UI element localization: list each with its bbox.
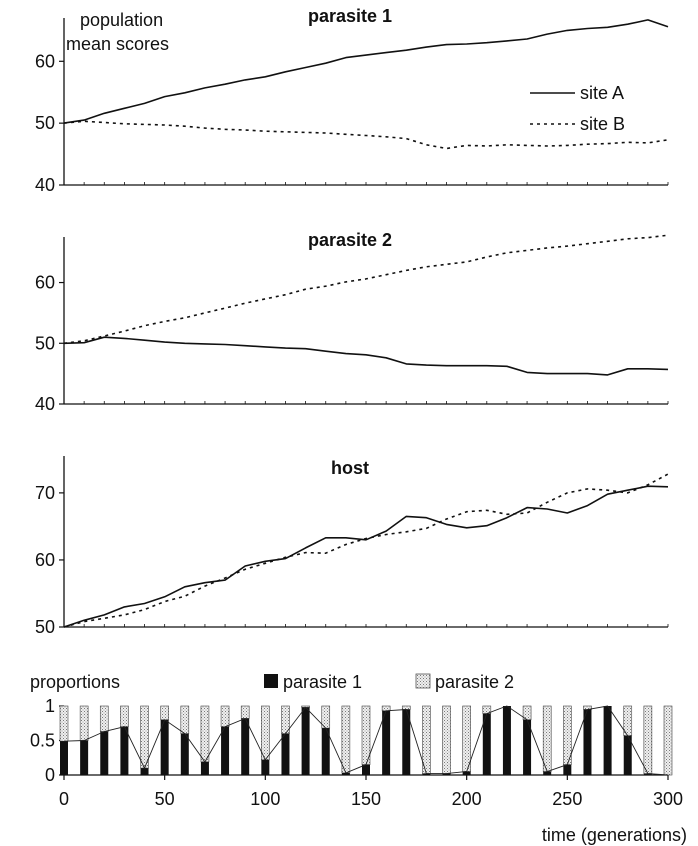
bar-parasite-2 (79, 705, 89, 741)
bar-parasite-1 (502, 706, 511, 775)
x-tick-label: 300 (653, 789, 683, 809)
series-line-site-a (63, 485, 669, 628)
bar-parasite-1 (382, 710, 391, 775)
series-line-site-a (63, 19, 669, 124)
bar-parasite-2 (442, 705, 451, 774)
bar-parasite-2 (140, 705, 149, 769)
bar-parasite-1 (603, 706, 612, 775)
ylabel-line-1: population (80, 10, 163, 30)
bar-parasite-1 (140, 768, 149, 775)
bar-parasite-1 (180, 733, 189, 775)
bar-parasite-2 (341, 705, 351, 774)
y-tick-label: 50 (35, 617, 55, 637)
bar-parasite-2 (462, 705, 471, 772)
x-tick-label: 100 (250, 789, 280, 809)
series-line-site-b (63, 473, 669, 628)
bar-parasite-2 (59, 705, 69, 742)
y-tick-label: 60 (35, 273, 55, 293)
legend-swatch-parasite-2 (415, 673, 431, 689)
parasite-1-panel: population mean scores parasite 1 site A… (35, 6, 669, 195)
proportion-line (63, 705, 669, 776)
bar-parasite-2 (401, 705, 411, 710)
bar-parasite-2 (180, 705, 190, 734)
y-tick-label: 0 (45, 765, 55, 785)
bar-parasite-2 (120, 705, 129, 728)
legend-label-parasite-2: parasite 2 (435, 672, 514, 692)
y-tick-label: 40 (35, 175, 55, 195)
bar-parasite-1 (482, 713, 491, 775)
x-tick-label: 250 (552, 789, 582, 809)
ylabel-line-2: mean scores (66, 34, 169, 54)
y-tick-label: 1 (45, 696, 55, 716)
bar-parasite-1 (442, 773, 451, 775)
bar-parasite-1 (643, 773, 652, 775)
bar-parasite-2 (220, 705, 230, 728)
bar-parasite-1 (281, 733, 290, 775)
panel-title: parasite 2 (308, 230, 392, 250)
y-tick-label: 0.5 (30, 731, 55, 751)
bar-parasite-1 (402, 709, 411, 775)
x-tick-label: 200 (452, 789, 482, 809)
legend-swatch-parasite-1 (264, 674, 278, 688)
legend-label-site-a: site A (580, 83, 624, 103)
bar-parasite-1 (543, 771, 552, 775)
legend: site A site B (530, 83, 625, 134)
bar-parasite-1 (80, 740, 89, 775)
bar-parasite-2 (542, 705, 552, 772)
bar-parasite-1 (100, 731, 109, 775)
y-tick-label: 70 (35, 483, 55, 503)
bar-parasite-1 (523, 719, 532, 775)
xlabel: time (generations) (542, 825, 687, 845)
y-tick-label: 60 (35, 550, 55, 570)
series-line-site-a (63, 336, 669, 376)
bar-parasite-1 (462, 771, 471, 775)
y-tick-label: 40 (35, 394, 55, 414)
parasite-2-panel: parasite 2 40 50 60 (35, 230, 669, 414)
bar-parasite-2 (240, 705, 250, 719)
bar-parasite-2 (99, 705, 109, 732)
bar-parasite-2 (663, 705, 673, 776)
bar-parasite-1 (120, 726, 129, 775)
bar-parasite-2 (200, 705, 210, 763)
legend-label-site-b: site B (580, 114, 625, 134)
panel-title: host (331, 458, 369, 478)
bar-parasite-2 (381, 705, 391, 712)
y-tick-label: 60 (35, 51, 55, 71)
bar-parasite-1 (301, 707, 310, 775)
panel-title: parasite 1 (308, 6, 392, 26)
panel-title: proportions (30, 672, 120, 692)
bar-parasite-2 (160, 705, 169, 721)
bar-parasite-2 (261, 705, 270, 761)
x-tick-label: 150 (351, 789, 381, 809)
bar-parasite-1 (362, 764, 370, 775)
legend-label-parasite-1: parasite 1 (283, 672, 362, 692)
proportions-panel: proportions parasite 1 parasite 2 time (… (30, 672, 687, 845)
bar-parasite-1 (623, 735, 632, 775)
bar-parasite-1 (341, 772, 350, 775)
x-tick-label: 50 (155, 789, 175, 809)
bar-parasite-1 (422, 773, 431, 775)
bar-parasite-1 (160, 719, 169, 775)
bar-parasite-1 (563, 764, 572, 775)
series-line-site-b (63, 120, 669, 150)
host-panel: host 50 60 70 (35, 456, 669, 637)
series-line-site-b (63, 234, 669, 345)
x-tick-label: 0 (59, 789, 69, 809)
bar-parasite-2 (643, 705, 653, 774)
y-tick-label: 50 (35, 113, 55, 133)
y-tick-label: 50 (35, 333, 55, 353)
bar-parasite-1 (221, 726, 230, 775)
bar-parasite-1 (60, 741, 68, 775)
bar-parasite-1 (241, 718, 250, 775)
bar-parasite-1 (321, 728, 330, 775)
bar-parasite-1 (583, 709, 592, 775)
bar-parasite-1 (200, 761, 209, 775)
bar-parasite-1 (261, 759, 270, 775)
